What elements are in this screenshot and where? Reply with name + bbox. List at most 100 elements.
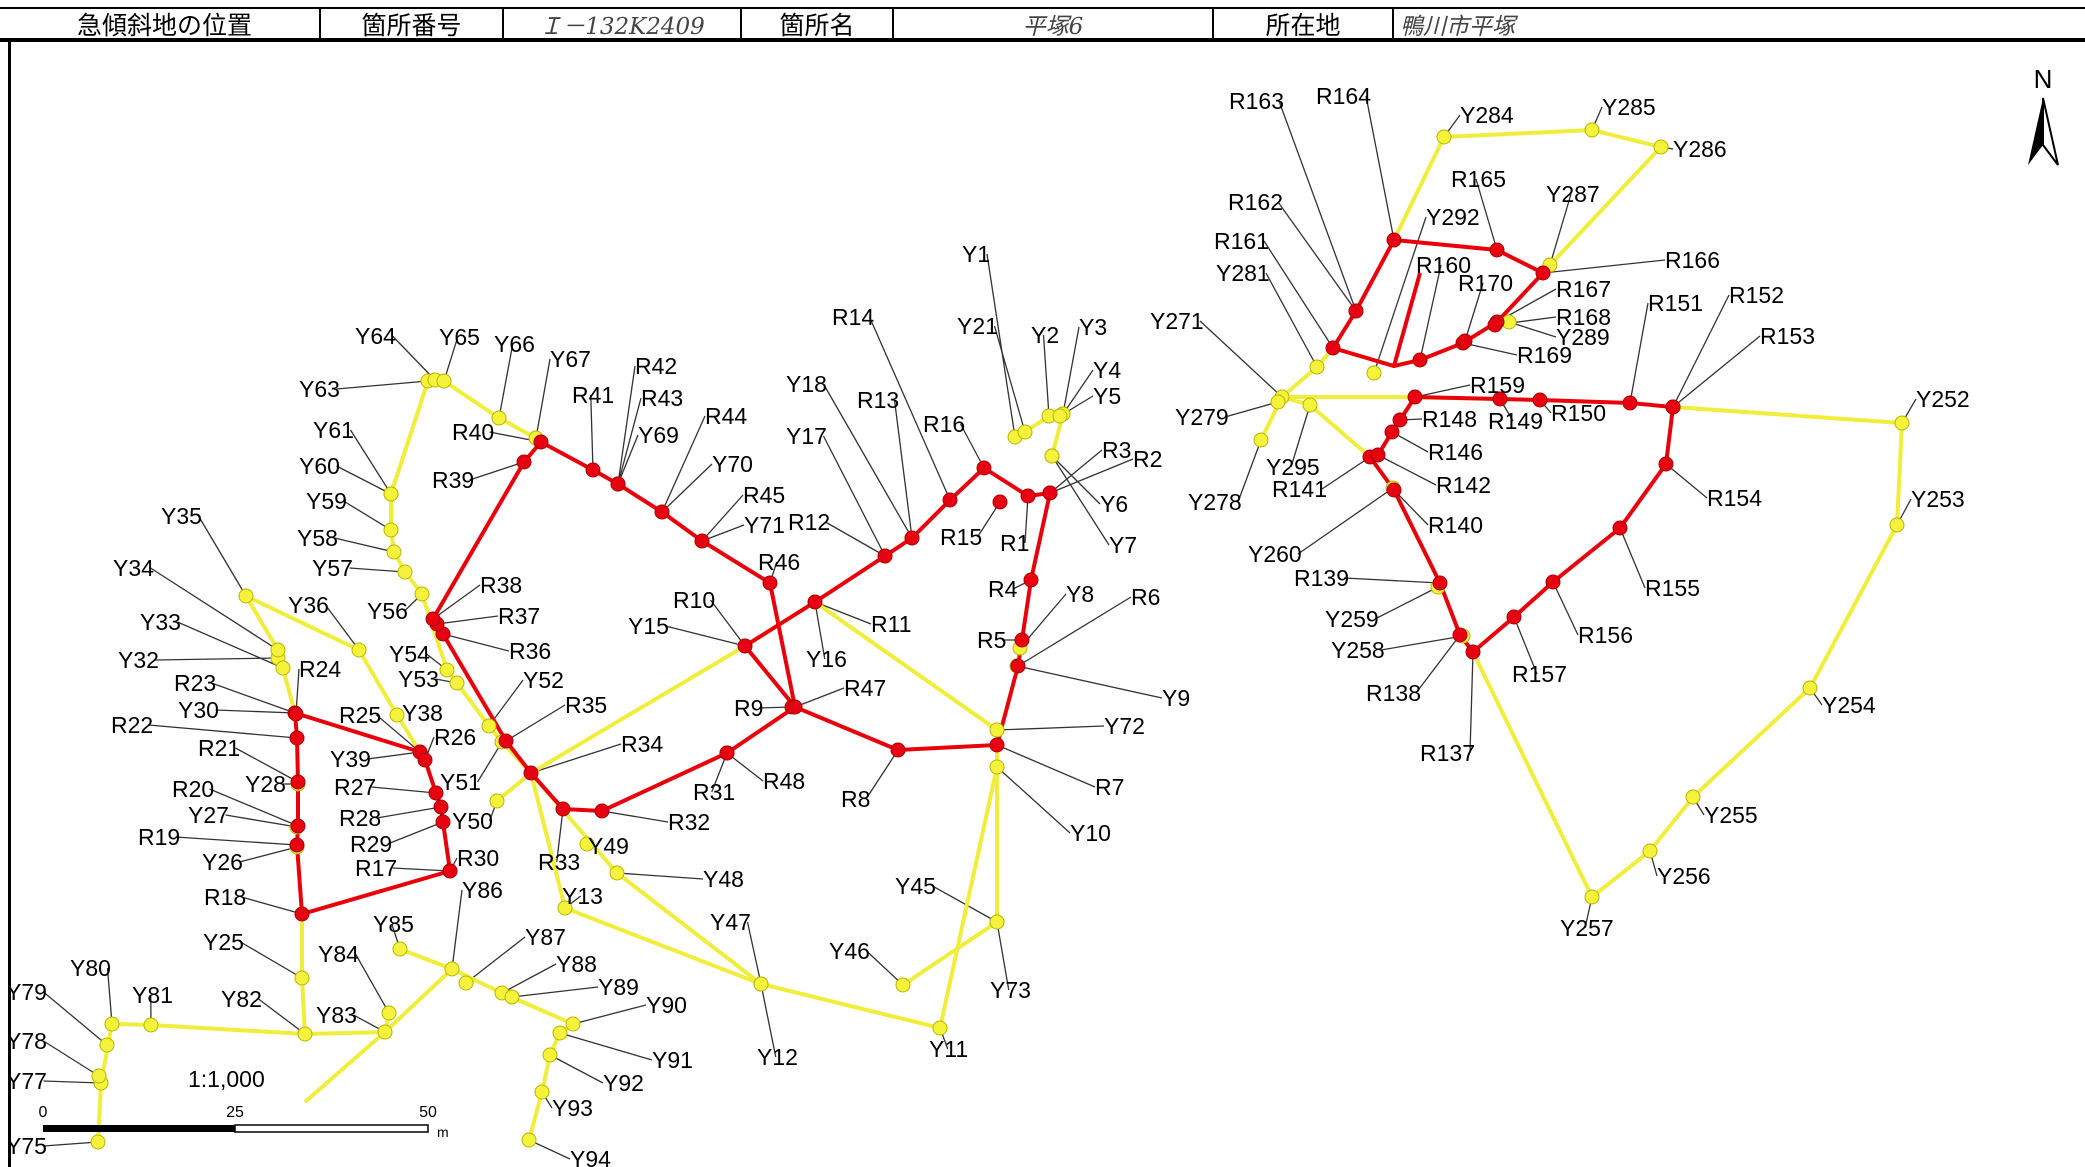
leader-r166 — [1542, 259, 1666, 274]
leader-r6 — [1017, 596, 1132, 667]
point-r137 — [1465, 644, 1481, 660]
label-r46: R46 — [758, 549, 800, 575]
label-r37: R37 — [498, 603, 540, 629]
leader-r18 — [241, 896, 303, 915]
point-y92 — [542, 1047, 558, 1063]
leader-y39 — [367, 751, 421, 760]
leader-y64 — [392, 335, 436, 381]
leader-y47 — [746, 921, 762, 985]
label-r156: R156 — [1578, 622, 1633, 648]
label-y13: Y13 — [562, 883, 603, 909]
label-y27: Y27 — [188, 802, 229, 828]
label-y8: Y8 — [1066, 581, 1094, 607]
leader-r41 — [590, 394, 594, 471]
point-y90 — [565, 1016, 581, 1032]
point-r164 — [1386, 232, 1402, 248]
leader-y86 — [451, 889, 463, 970]
leader-y82 — [258, 998, 306, 1035]
leader-y25 — [240, 941, 303, 979]
point-y285 — [1584, 122, 1600, 138]
leader-r153 — [1672, 335, 1761, 408]
point-r170 — [1457, 333, 1473, 349]
label-y39: Y39 — [330, 746, 371, 772]
label-r16: R16 — [923, 411, 965, 437]
label-r38: R38 — [480, 572, 522, 598]
point-r165 — [1489, 242, 1505, 258]
label-r7: R7 — [1095, 774, 1124, 800]
frame-left-rule — [8, 38, 11, 1167]
label-y255: Y255 — [1704, 802, 1758, 828]
label-y65: Y65 — [439, 324, 480, 350]
leader-y90 — [572, 1004, 647, 1025]
point-r155 — [1612, 520, 1628, 536]
leader-y77 — [43, 1080, 102, 1084]
label-y84: Y84 — [318, 941, 359, 967]
leader-r142 — [1377, 454, 1437, 486]
label-r138: R138 — [1366, 680, 1421, 706]
point-y56 — [414, 586, 430, 602]
leader-y281 — [1265, 272, 1318, 368]
label-r28: R28 — [339, 805, 381, 831]
label-y18: Y18 — [786, 371, 827, 397]
leader-y1 — [986, 253, 1016, 438]
point-r43 — [610, 476, 626, 492]
label-y259: Y259 — [1325, 606, 1379, 632]
label-r39: R39 — [432, 467, 474, 493]
point-y81 — [143, 1017, 159, 1033]
point-y34 — [270, 642, 286, 658]
label-r45: R45 — [743, 482, 785, 508]
red-segment — [1392, 272, 1422, 367]
point-r160 — [1412, 352, 1428, 368]
label-y295: Y295 — [1266, 454, 1320, 480]
label-y60: Y60 — [299, 453, 340, 479]
label-r32: R32 — [668, 809, 710, 835]
point-y35 — [238, 588, 254, 604]
point-y79 — [99, 1037, 115, 1053]
leader-y30 — [215, 709, 296, 714]
label-y75: Y75 — [10, 1133, 47, 1159]
header-cell: Ｉ－132K2409 — [504, 9, 742, 40]
label-r20: R20 — [172, 776, 214, 802]
point-r3 — [1042, 485, 1058, 501]
point-r14 — [942, 492, 958, 508]
point-y7 — [1044, 448, 1060, 464]
point-r26 — [417, 752, 433, 768]
leader-r164 — [1365, 95, 1395, 241]
leader-y58 — [334, 537, 395, 553]
label-r152: R152 — [1729, 282, 1784, 308]
point-y286 — [1653, 139, 1669, 155]
leader-r38 — [432, 584, 481, 620]
label-r3: R3 — [1102, 437, 1131, 463]
label-y51: Y51 — [440, 769, 481, 795]
point-y66 — [491, 410, 507, 426]
leader-y45 — [932, 885, 998, 923]
scale-tick-50: 50 — [419, 1104, 437, 1121]
label-y71: Y71 — [744, 512, 785, 538]
point-y82 — [297, 1026, 313, 1042]
point-y281 — [1309, 359, 1325, 375]
label-r163: R163 — [1229, 88, 1284, 114]
leader-r137 — [1469, 651, 1474, 754]
leader-r39 — [469, 461, 525, 481]
label-y83: Y83 — [316, 1002, 357, 1028]
label-r43: R43 — [641, 385, 683, 411]
point-r32 — [594, 803, 610, 819]
leader-y69 — [617, 434, 639, 485]
leader-y88 — [501, 963, 557, 994]
label-y49: Y49 — [588, 833, 629, 859]
leader-r47 — [794, 687, 845, 708]
leader-r152 — [1672, 294, 1730, 408]
label-y82: Y82 — [221, 986, 262, 1012]
point-r46 — [762, 575, 778, 591]
label-r10: R10 — [673, 587, 715, 613]
label-r160: R160 — [1416, 252, 1471, 278]
header-bottom-rule — [0, 38, 2085, 42]
leader-r20 — [209, 788, 299, 827]
header-cell: 所在地 — [1214, 9, 1394, 40]
leader-y287 — [1549, 193, 1572, 266]
label-r8: R8 — [841, 786, 870, 812]
leader-r17 — [392, 867, 451, 872]
label-r12: R12 — [788, 509, 830, 535]
leader-y271 — [1199, 320, 1283, 398]
